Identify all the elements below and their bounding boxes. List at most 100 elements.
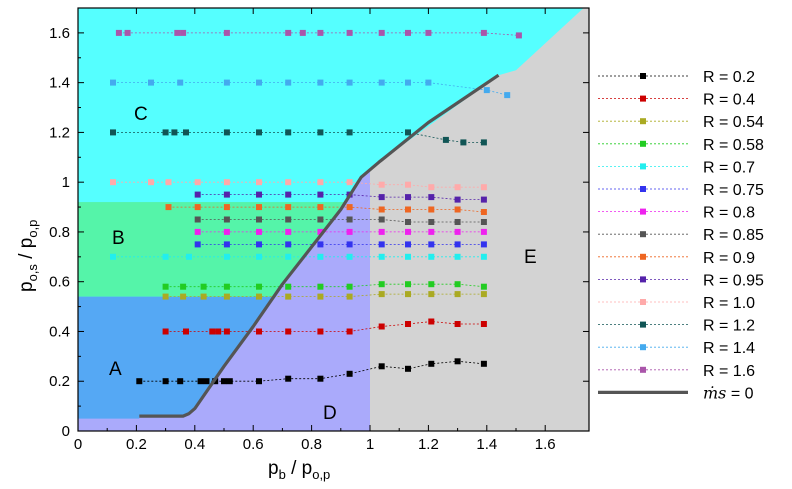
data-point: [428, 281, 435, 288]
region-d-fill: [78, 169, 370, 431]
series-line: [168, 206, 484, 213]
data-point: [285, 29, 292, 36]
legend-entry: R = 0.9: [598, 250, 755, 267]
legend-entry: R = 0.95: [598, 272, 764, 289]
data-point: [162, 293, 169, 300]
data-point: [285, 293, 292, 300]
legend-marker: [640, 299, 646, 305]
legend-entry: R = 0.85: [598, 227, 764, 244]
y-tick-label: 0.4: [49, 323, 70, 340]
data-point: [223, 204, 230, 211]
data-point: [317, 179, 324, 186]
data-point: [256, 204, 262, 211]
data-point: [428, 228, 435, 235]
data-point: [454, 206, 461, 213]
data-point: [162, 129, 169, 136]
data-point: [223, 129, 230, 136]
data-point: [480, 241, 487, 248]
legend-entry: R = 1.4: [598, 340, 755, 357]
legend-label: R = 0.95: [703, 272, 764, 289]
x-tick-label: 1.6: [535, 436, 556, 453]
data-point: [256, 241, 262, 248]
data-point: [317, 375, 324, 382]
region-label-e: E: [524, 247, 537, 268]
data-point: [209, 328, 216, 335]
data-point: [197, 378, 204, 385]
mass-flow-layer: [139, 73, 500, 418]
y-tick-label: 1.2: [49, 124, 70, 141]
legend-marker: [640, 163, 646, 170]
data-point: [110, 253, 116, 260]
svg-text:pb / po,p: pb / po,p: [268, 458, 330, 482]
legend-marker: [640, 231, 646, 238]
data-point: [317, 253, 324, 260]
data-point: [378, 206, 385, 213]
data-point: [378, 29, 385, 36]
legend-label: R = 1.4: [703, 340, 755, 357]
data-point: [454, 253, 461, 260]
legend-marker: [640, 118, 646, 125]
data-point: [405, 194, 411, 201]
data-point: [256, 293, 262, 300]
legend-entry-mass-flow: ṁs = 0: [598, 383, 754, 402]
data-point: [183, 328, 189, 335]
data-point: [162, 378, 169, 385]
y-tick-label: 0.8: [49, 224, 70, 241]
legend-entry: R = 0.7: [598, 159, 755, 176]
y-tick-label: 0: [62, 423, 70, 440]
data-point: [180, 283, 187, 290]
data-point: [180, 29, 187, 36]
data-point: [346, 179, 353, 186]
data-point: [194, 191, 201, 198]
data-point: [405, 129, 411, 136]
x-tick-label: 1.4: [476, 436, 497, 453]
data-point: [256, 79, 262, 86]
data-point: [442, 136, 449, 143]
data-point: [378, 281, 385, 288]
data-point: [317, 241, 324, 248]
data-point: [317, 129, 324, 136]
data-point: [428, 360, 435, 367]
series-7: [194, 216, 487, 225]
data-point: [378, 291, 385, 298]
data-point: [378, 228, 385, 235]
series-1: [162, 318, 487, 335]
data-point: [480, 139, 487, 146]
data-point: [346, 283, 353, 290]
data-point: [285, 328, 292, 335]
data-point: [480, 29, 487, 36]
data-point: [346, 29, 353, 36]
data-point: [256, 179, 262, 186]
legend-entry: R = 0.4: [598, 92, 755, 109]
data-point: [223, 241, 230, 248]
data-point: [174, 29, 181, 36]
data-point: [256, 253, 262, 260]
data-point: [428, 219, 435, 225]
data-point: [256, 328, 262, 335]
data-point: [162, 283, 169, 290]
legend-entry: R = 0.8: [598, 205, 755, 222]
data-point: [428, 184, 435, 191]
y-tick-label: 1.4: [49, 75, 70, 92]
series-9: [194, 191, 487, 203]
legend-marker: [640, 186, 646, 192]
data-point: [200, 293, 207, 300]
data-point: [194, 204, 201, 211]
y-axis-label: po,s / po,p: [16, 220, 40, 292]
data-point: [454, 184, 461, 191]
data-point: [346, 370, 353, 377]
data-point: [378, 323, 385, 330]
data-point: [378, 253, 385, 260]
data-point: [177, 378, 184, 385]
data-point: [378, 181, 385, 188]
data-point: [223, 216, 230, 223]
x-tick-label: 0.4: [184, 436, 205, 453]
legend-label: R = 1.0: [703, 295, 755, 312]
data-point: [162, 253, 169, 260]
legend-label: R = 0.2: [703, 69, 755, 86]
data-point: [285, 129, 292, 136]
data-point: [194, 216, 201, 223]
data-point: [177, 79, 184, 86]
data-point: [183, 129, 189, 136]
series-line: [113, 181, 484, 188]
